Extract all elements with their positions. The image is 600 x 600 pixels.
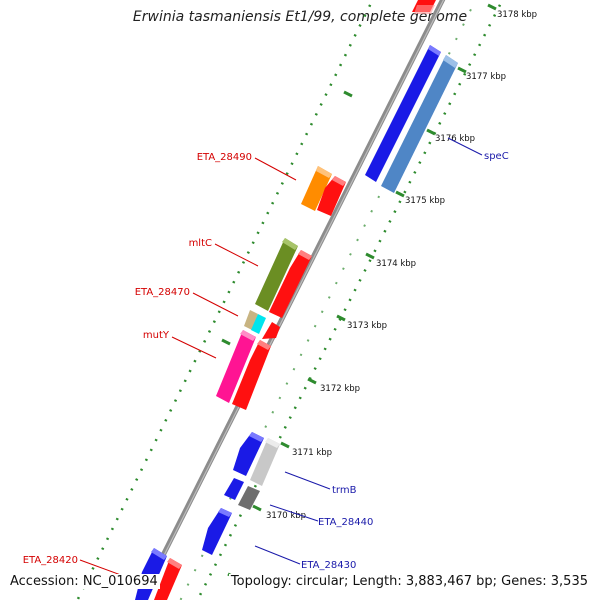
gene-label[interactable]: speC [484,151,509,162]
gene-arrow-forward-top [257,340,271,350]
gene-label[interactable]: ETA_28420 [23,555,78,566]
tick-label: 3173 kbp [347,321,387,331]
gene-label[interactable]: ETA_28470 [135,287,190,298]
gene-arrow-forward[interactable] [232,340,271,410]
leader-line [254,157,297,181]
tick-label: 3175 kbp [405,196,445,206]
gene-label[interactable]: ETA_28430 [301,560,356,571]
leader-line [447,137,483,156]
gene-arrow-reverse-top [249,432,264,442]
gene-label[interactable]: trmB [332,485,357,496]
gene-mutY-top [240,330,256,341]
gene-mutY[interactable] [216,330,256,403]
gene-speC-forward-blue-highlight [428,45,441,56]
gene-arrow-forward[interactable] [317,176,346,216]
tick-mark [307,377,317,385]
gene-speC-forward-blue[interactable] [365,45,441,182]
gene-arrow-forward[interactable] [154,558,182,600]
gene-arrow-forward[interactable] [262,322,280,339]
leader-line [192,292,239,317]
tick-label: 3174 kbp [376,259,416,269]
tick-label: 3170 kbp [266,511,306,521]
accession-text: Accession: NC_010694 [8,574,160,589]
gene-speC-highlight [443,55,458,68]
gene-trmB[interactable] [250,438,280,486]
gene-arrow-forward[interactable] [269,250,312,318]
tick-mark [487,3,497,11]
leader-line [214,243,259,267]
genome-backbone-highlight [140,0,445,600]
tick-mark [395,190,405,198]
gene-ETA_28430-top [218,508,232,517]
gene-label[interactable]: mutY [143,330,170,341]
gene-ETA_28490-top [316,166,332,178]
outer-dotted-ring [196,0,504,600]
leader-line [254,545,301,565]
tick-mark [336,314,346,322]
tick-mark [426,128,436,136]
tick-mark [365,252,375,260]
gene-ETA_28430[interactable] [202,508,232,555]
genome-summary-text: Topology: circular; Length: 3,883,467 bp… [228,574,590,589]
minor-tick [221,338,231,346]
gene-label[interactable]: ETA_28440 [318,517,373,528]
leader-line [284,471,331,490]
gene-arrow-reverse[interactable] [233,432,264,476]
tick-mark [252,504,262,512]
gene-ETA_28470[interactable] [251,314,266,334]
tick-label: 3171 kbp [292,448,332,458]
tick-mark [280,441,290,449]
minor-tick [343,90,353,98]
leader-line [269,504,319,522]
tick-mark [457,66,467,74]
tick-label: 3178 kbp [497,10,537,20]
gene-arrow-forward[interactable] [414,5,435,14]
gene-ETA_28420-top [151,548,167,560]
genome-backbone [137,0,446,600]
map-title: Erwinia tasmaniensis Et1/99, complete ge… [132,9,468,25]
leader-line [171,336,217,359]
gene-ETA_28440[interactable] [238,486,260,510]
gene-label[interactable]: mltC [189,238,212,249]
gene-arrow-forward-top [332,176,346,186]
gene-mltC[interactable] [255,238,298,311]
gene-arrow-forward-top [298,250,312,260]
gene-arrow-reverse[interactable] [224,478,244,500]
tick-label: 3176 kbp [435,134,475,144]
gene-arrow-forward-top [167,558,182,569]
gene-speC[interactable] [381,55,458,193]
gene-ETA_28490[interactable] [301,166,332,211]
gene-trmB-top [265,438,280,448]
gene-ETA_28470-tan[interactable] [244,310,258,330]
tick-label: 3177 kbp [466,72,506,82]
gene-mltC-top [282,238,298,250]
gene-label[interactable]: ETA_28490 [197,152,252,163]
tick-label: 3172 kbp [320,384,360,394]
